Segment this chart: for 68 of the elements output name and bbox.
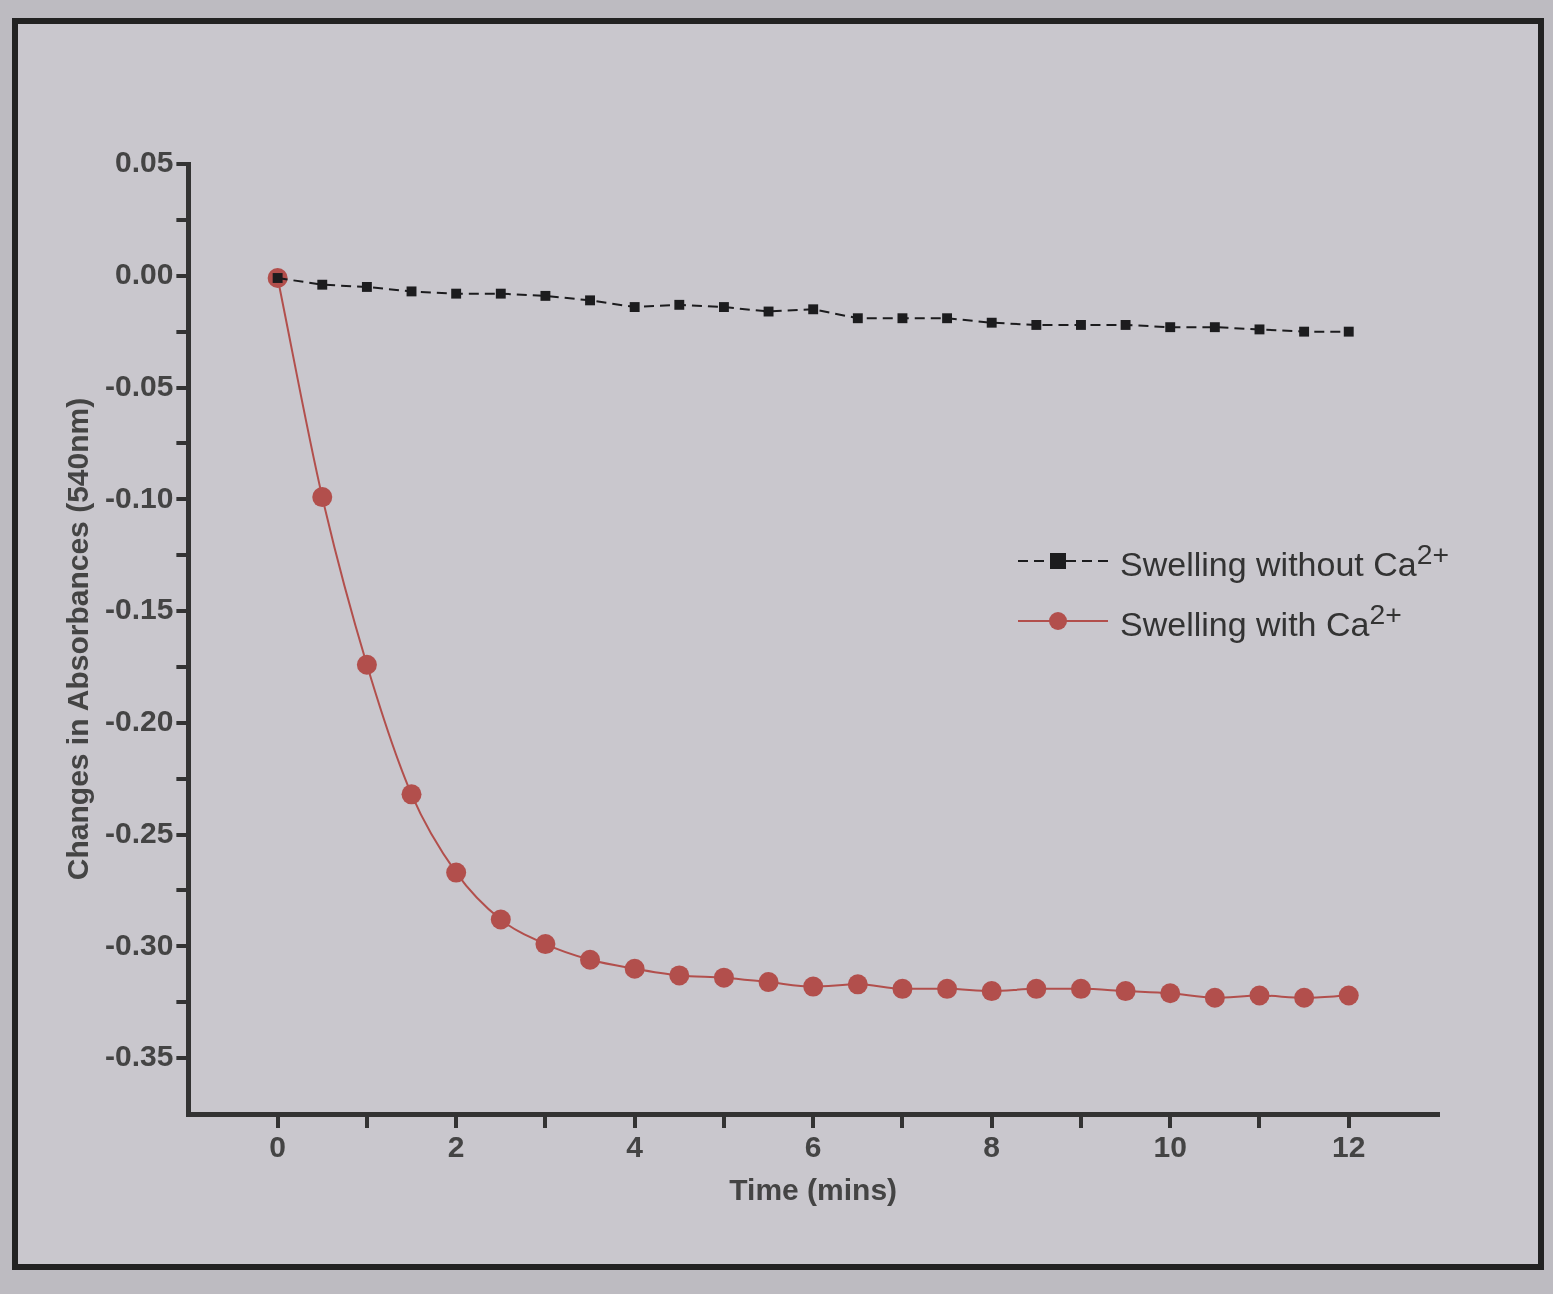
point [317,279,328,290]
x-tick-label: 4 [626,1130,644,1164]
y-tick-label: -0.30 [104,927,174,961]
point [847,974,868,995]
y-tick-label: 0.05 [114,145,174,179]
point [1343,326,1354,337]
point [446,862,467,883]
point [356,654,377,675]
point [986,317,997,328]
x-tick-label: 6 [804,1130,822,1164]
legend-label: Swelling without Ca$^{2+}$ [1120,538,1450,585]
y-tick-label: -0.20 [104,704,174,738]
x-tick-label: 12 [1332,1130,1366,1164]
y-tick-label: -0.05 [104,368,174,402]
point [1204,987,1225,1008]
point [1165,322,1176,333]
point [490,909,511,930]
point [1294,987,1315,1008]
point [1249,985,1270,1006]
point [495,288,506,299]
point [1031,319,1042,330]
point [937,978,958,999]
y-tick-label: 0.00 [114,257,174,291]
y-tick-label: -0.10 [104,480,174,514]
point [624,958,645,979]
point [942,313,953,324]
point [1076,319,1086,330]
point [1299,326,1310,337]
y-tick-label: -0.35 [104,1039,174,1073]
x-tick-label: 0 [269,1130,286,1164]
point [758,972,779,993]
point [535,934,556,955]
point [808,304,819,315]
point [1209,322,1220,333]
point [763,306,774,317]
y-axis-title: Changes in Absorbances (540nm) [61,397,95,881]
x-tick-label: 10 [1153,1130,1187,1164]
point [580,949,601,970]
point [1338,985,1359,1006]
y-tick-label: -0.15 [104,592,174,626]
point [1070,978,1091,999]
point [406,286,417,297]
point [1115,981,1136,1002]
point [1160,983,1181,1004]
point [892,978,913,999]
point [1026,978,1047,999]
point [361,281,372,292]
point [540,290,551,301]
point [451,288,462,299]
x-tick-label: 2 [447,1130,465,1164]
point [803,976,824,997]
point [852,313,863,324]
point [674,299,685,310]
y-tick-label: -0.25 [104,815,174,849]
point [897,313,908,324]
legend-label: Swelling with Ca$^{2+}$ [1120,598,1402,645]
point [718,302,729,313]
point [981,981,1002,1002]
point [629,302,640,313]
point [1254,324,1265,335]
point [1120,319,1131,330]
point [585,295,595,306]
point [713,967,734,988]
point [401,784,422,805]
point [669,965,690,986]
x-tick-label: 8 [983,1130,1001,1164]
x-axis-title: Time (mins) [729,1173,898,1207]
point [312,487,333,508]
